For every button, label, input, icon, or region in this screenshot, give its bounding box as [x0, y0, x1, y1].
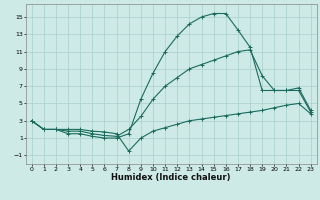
X-axis label: Humidex (Indice chaleur): Humidex (Indice chaleur) [111, 173, 231, 182]
